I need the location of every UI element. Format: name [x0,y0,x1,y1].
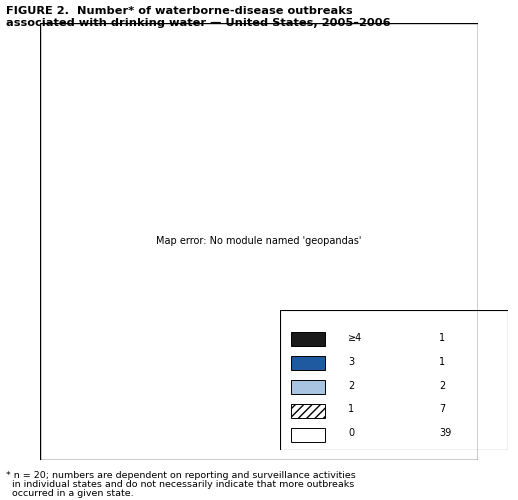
Text: FIGURE 2.  Number* of waterborne-disease outbreaks: FIGURE 2. Number* of waterborne-disease … [6,6,353,16]
Text: 39: 39 [439,428,452,438]
Text: occurred in a given state.: occurred in a given state. [6,489,134,498]
Text: 2: 2 [439,380,445,390]
Text: 3: 3 [348,357,354,367]
Text: 1: 1 [439,357,445,367]
Text: associated with drinking water — United States, 2005–2006: associated with drinking water — United … [6,18,391,28]
Bar [291,404,325,418]
Bar [291,380,325,394]
Bar [291,356,325,370]
Text: 1: 1 [439,333,445,343]
Text: in individual states and do not necessarily indicate that more outbreaks: in individual states and do not necessar… [6,480,354,489]
Bar [291,428,325,442]
Bar [291,332,325,346]
Text: 0: 0 [348,428,354,438]
Text: ≥4: ≥4 [348,333,363,343]
Text: 1: 1 [348,404,354,414]
Text: 7: 7 [439,404,445,414]
Text: 2: 2 [348,380,354,390]
Text: * n = 20; numbers are dependent on reporting and surveillance activities: * n = 20; numbers are dependent on repor… [6,471,356,480]
Text: Map error: No module named 'geopandas': Map error: No module named 'geopandas' [156,236,362,246]
